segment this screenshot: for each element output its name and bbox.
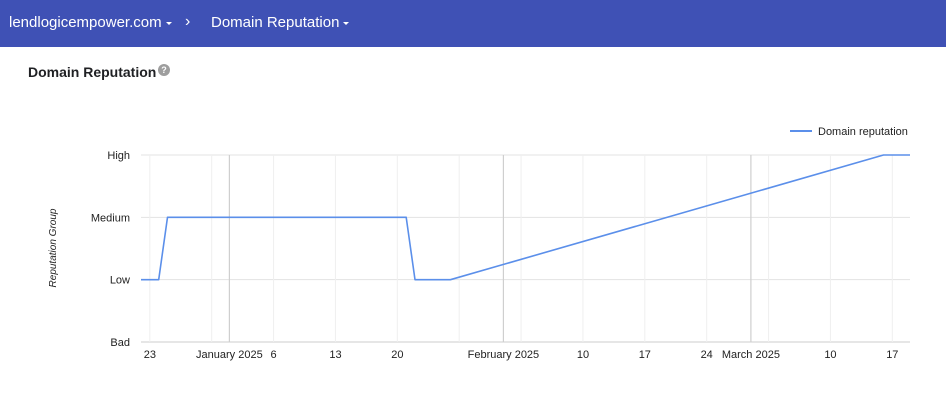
chart-gridlines — [141, 154, 910, 343]
x-tick-label: March 2025 — [722, 349, 780, 361]
y-axis-title: Reputation Group — [48, 208, 59, 287]
page-selector[interactable]: Domain Reputation — [211, 14, 350, 31]
y-tick-label: Bad — [110, 337, 130, 349]
chart-series — [141, 154, 910, 281]
y-tick-label: High — [107, 150, 130, 162]
x-tick-label: 17 — [639, 349, 651, 361]
x-tick-label: 13 — [329, 349, 341, 361]
x-tick-label: 10 — [577, 349, 589, 361]
x-tick-label: January 2025 — [196, 349, 263, 361]
caret-down-icon — [165, 22, 172, 25]
y-tick-label: Low — [110, 275, 130, 287]
top-app-bar: lendlogicempower.com › Domain Reputation — [0, 0, 946, 47]
x-tick-label: 23 — [144, 349, 156, 361]
x-tick-label: 6 — [271, 349, 277, 361]
domain-selector[interactable]: lendlogicempower.com — [9, 14, 172, 31]
x-tick-label: 17 — [886, 349, 898, 361]
x-tick-label: 10 — [824, 349, 836, 361]
page-title: Domain Reputation — [28, 64, 157, 80]
x-tick-label: 20 — [391, 349, 403, 361]
series-line-domain-reputation[interactable] — [141, 154, 910, 281]
x-tick-label: 24 — [701, 349, 713, 361]
x-tick-label: February 2025 — [468, 349, 540, 361]
chevron-right-icon: › — [185, 13, 191, 30]
chart-legend[interactable]: Domain reputation — [790, 126, 908, 138]
y-axis-tick-labels: Bad Low Medium High — [91, 150, 130, 349]
caret-down-icon — [343, 22, 350, 25]
help-icon[interactable]: ? — [158, 64, 170, 76]
legend-label: Domain reputation — [818, 126, 908, 138]
page-selector-label: Domain Reputation — [211, 14, 340, 31]
y-tick-label: Medium — [91, 212, 130, 224]
x-axis-tick-labels: 23 January 2025 6 13 20 February 2025 10 17 24 Ma… — [144, 349, 899, 361]
domain-selector-label: lendlogicempower.com — [9, 14, 162, 31]
